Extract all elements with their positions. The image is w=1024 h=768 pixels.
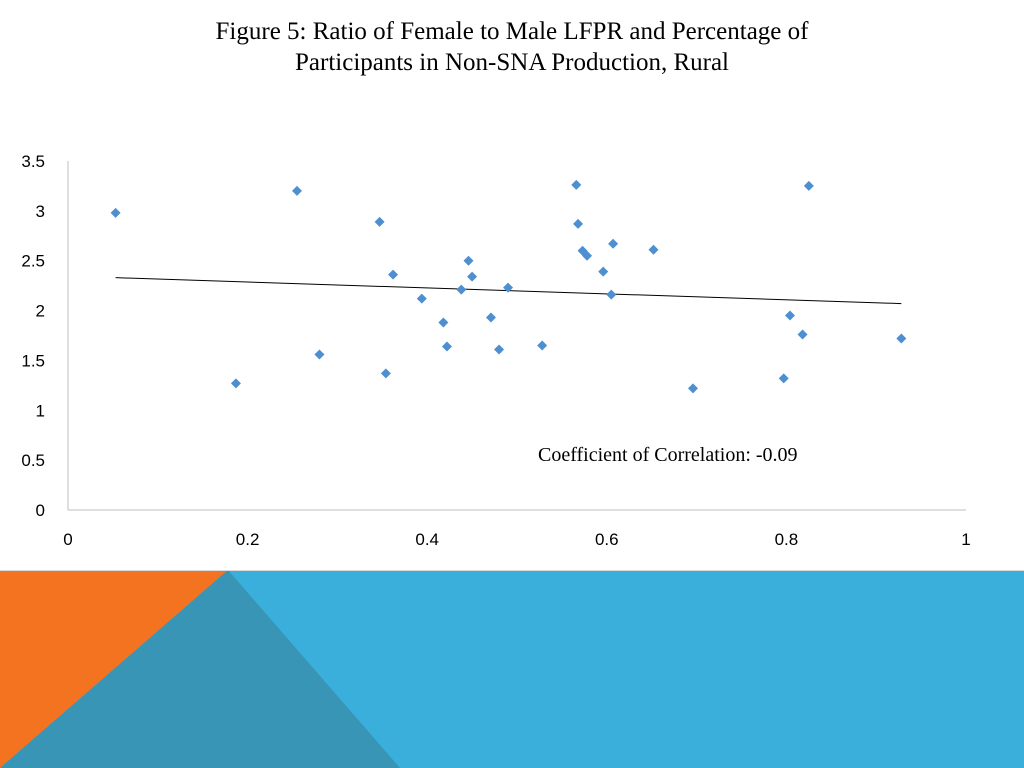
x-tick-label: 0.6 — [595, 530, 619, 549]
y-tick-label: 1.5 — [21, 351, 45, 370]
data-point — [573, 218, 584, 229]
x-tick-label: 1 — [961, 530, 970, 549]
data-point — [441, 341, 452, 352]
data-point — [784, 310, 795, 321]
data-point — [230, 378, 241, 389]
y-tick-label: 3 — [36, 202, 45, 221]
data-point — [797, 329, 808, 340]
x-tick-label: 0.2 — [236, 530, 260, 549]
data-point — [503, 282, 514, 293]
data-point — [388, 269, 399, 280]
chart-title: Figure 5: Ratio of Female to Male LFPR a… — [0, 16, 1024, 78]
data-point — [648, 244, 659, 255]
data-point — [537, 340, 548, 351]
chart-title-line-1: Figure 5: Ratio of Female to Male LFPR a… — [215, 18, 809, 45]
data-point — [110, 207, 121, 218]
data-point — [416, 293, 427, 304]
data-point — [463, 255, 474, 266]
y-tick-label: 2.5 — [21, 252, 45, 271]
data-point — [374, 216, 385, 227]
data-point — [778, 373, 789, 384]
data-point — [606, 289, 617, 300]
data-point — [896, 333, 907, 344]
y-tick-label: 2 — [36, 302, 45, 321]
chart-panel: Figure 5: Ratio of Female to Male LFPR a… — [0, 0, 1024, 571]
y-tick-label: 3.5 — [21, 152, 45, 171]
correlation-annotation: Coefficient of Correlation: -0.09 — [538, 444, 798, 466]
x-tick-label: 0 — [63, 530, 72, 549]
data-point — [380, 368, 391, 379]
data-point — [688, 383, 699, 394]
x-tick-label: 0.8 — [775, 530, 799, 549]
data-point — [467, 271, 478, 282]
data-point — [494, 344, 505, 355]
data-point — [803, 180, 814, 191]
y-tick-label: 0 — [36, 501, 45, 520]
y-tick-label: 1 — [36, 401, 45, 420]
data-point — [291, 185, 302, 196]
y-tick-label: 0.5 — [21, 451, 45, 470]
teal-accent-shape — [0, 570, 400, 768]
data-point — [608, 238, 619, 249]
data-point — [438, 317, 449, 328]
data-point — [571, 179, 582, 190]
data-point — [582, 250, 593, 261]
x-tick-label: 0.4 — [415, 530, 439, 549]
data-point — [314, 349, 325, 360]
data-point — [456, 284, 467, 295]
chart-title-line-2: Participants in Non-SNA Production, Rura… — [295, 49, 729, 76]
scatter-plot: 0 0.5 1 1.5 2 2.5 3 3.5 0 0.2 0.4 0.6 0.8 1 Coefficien… — [21, 152, 970, 549]
data-point — [598, 266, 609, 277]
data-point — [485, 312, 496, 323]
